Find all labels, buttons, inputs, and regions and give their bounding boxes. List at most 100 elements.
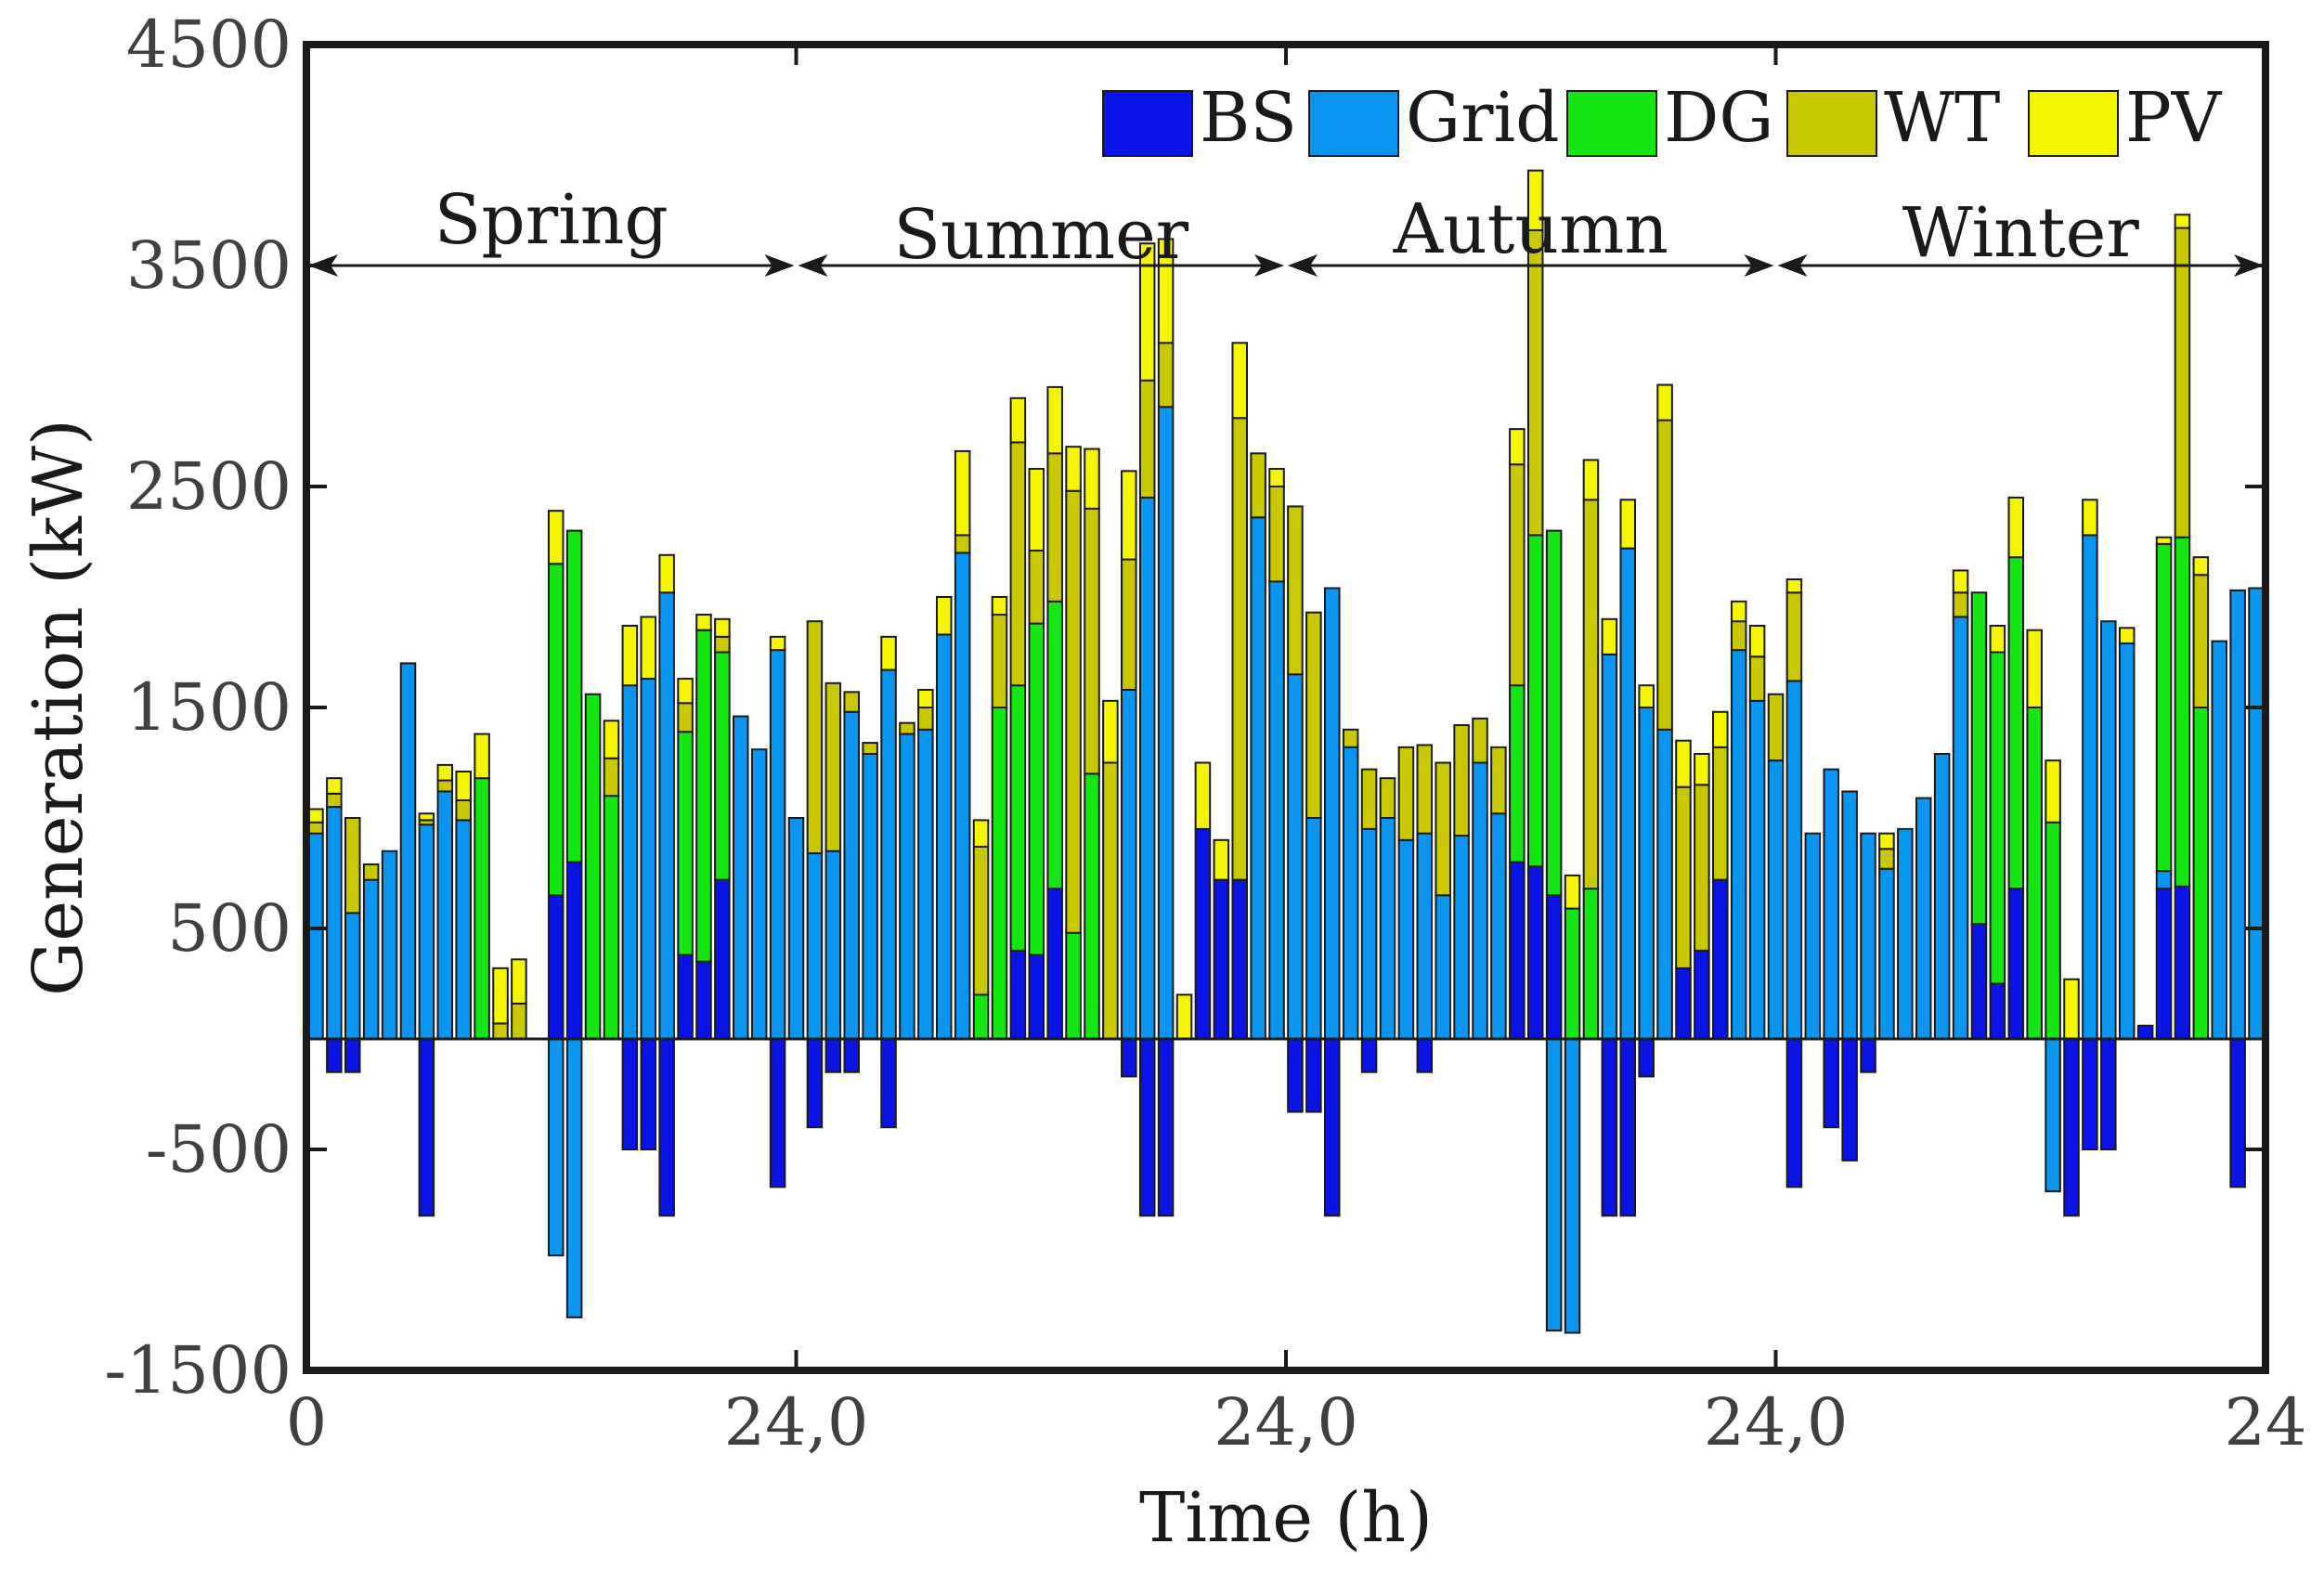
bar-wt-58 — [1379, 777, 1396, 819]
bar-bs-2 — [344, 1038, 361, 1073]
bar-bs-20 — [677, 954, 694, 1041]
bar-wt-65 — [1509, 463, 1526, 687]
bar-bs-74 — [1675, 967, 1692, 1040]
bar-bs-13 — [547, 894, 565, 1040]
bar-grid-61 — [1435, 894, 1451, 1040]
plot-frame — [303, 41, 2269, 1374]
bar-grid-2 — [344, 912, 361, 1041]
bar-grid-52 — [1268, 580, 1285, 1041]
bar-wt-101 — [2174, 227, 2191, 538]
bar-grid-85 — [1878, 867, 1895, 1040]
bar-dg-94 — [2045, 821, 2061, 1041]
bar-grid-82 — [1823, 768, 1839, 1040]
bar-bs-53 — [1287, 1038, 1304, 1113]
bar-bs-50 — [1231, 878, 1248, 1041]
bar-grid-87 — [1915, 797, 1932, 1041]
bar-grid-54 — [1305, 817, 1322, 1040]
bar-grid-79 — [1767, 759, 1785, 1040]
bar-grid-19 — [658, 591, 675, 1040]
bar-grid-105 — [2248, 587, 2265, 1040]
y-axis-ticks: 4500 3500 2500 1500 500 -500 -1500 — [104, 6, 2266, 1408]
legend-label-pv: PV — [2125, 78, 2223, 158]
bar-wt-36 — [972, 845, 990, 996]
bar-wt-85 — [1878, 848, 1895, 870]
bar-wt-38 — [1009, 441, 1027, 687]
bar-pv-96 — [2082, 499, 2098, 537]
bar-dg-38 — [1009, 684, 1027, 952]
bar-grid-17 — [621, 684, 639, 1040]
y-tick-label: 3500 — [126, 227, 292, 304]
y-tick-label: 4500 — [126, 6, 292, 83]
bar-pv-40 — [1046, 385, 1063, 455]
bar-grid-8 — [455, 819, 472, 1040]
bar-bs-1 — [326, 1038, 343, 1073]
bar-pv-43 — [1102, 699, 1119, 764]
bar-grid-0 — [307, 832, 324, 1040]
bar-bs-54 — [1305, 1038, 1322, 1113]
bar-pv-98 — [2118, 627, 2136, 644]
bar-pv-31 — [880, 635, 897, 671]
bar-wt-16 — [603, 757, 620, 798]
bar-wt-44 — [1121, 558, 1137, 691]
bar-wt-75 — [1694, 784, 1710, 952]
bars-group — [307, 169, 2265, 1334]
bar-grid-26 — [787, 817, 805, 1040]
x-tick-label: 24,0 — [1704, 1384, 1849, 1460]
bar-wt-20 — [677, 702, 694, 733]
arrowhead-left — [308, 254, 338, 277]
bar-pv-48 — [1194, 761, 1212, 830]
bar-grid-88 — [1933, 752, 1951, 1040]
bar-grid-13 — [547, 1038, 565, 1257]
bar-wt-79 — [1767, 693, 1785, 762]
bar-pv-39 — [1028, 467, 1045, 552]
bar-grid-60 — [1416, 832, 1434, 1040]
arrowhead-left — [798, 254, 828, 277]
bar-dg-37 — [991, 707, 1008, 1040]
bar-pv-38 — [1009, 396, 1027, 444]
bar-pv-102 — [2192, 556, 2210, 577]
bar-wt-73 — [1656, 419, 1673, 731]
bar-dg-22 — [714, 651, 731, 881]
bar-pv-33 — [917, 688, 934, 709]
legend-swatch-pv — [2028, 90, 2119, 157]
bar-pv-44 — [1121, 470, 1137, 561]
bar-pv-18 — [640, 616, 657, 681]
bar-wt-1 — [326, 792, 343, 809]
season-label-winter: Winter — [1902, 193, 2140, 273]
legend-swatch-wt — [1786, 90, 1877, 157]
bar-grid-34 — [935, 633, 953, 1041]
legend: BS Grid DG WT PV — [1102, 78, 2223, 158]
bar-pv-25 — [769, 635, 786, 652]
bar-wt-3 — [362, 863, 380, 881]
bar-dg-68 — [1564, 907, 1581, 1041]
bar-pv-92 — [2007, 496, 2025, 559]
bar-bs-60 — [1416, 1038, 1434, 1073]
x-tick-label: 24 — [2224, 1384, 2306, 1460]
bar-grid-46 — [1157, 406, 1175, 1040]
bar-bs-28 — [824, 1038, 842, 1073]
bar-wt-27 — [806, 620, 824, 855]
bar-wt-45 — [1138, 379, 1156, 499]
bar-bs-29 — [843, 1038, 860, 1073]
bar-grid-72 — [1638, 707, 1655, 1040]
bar-grid-51 — [1250, 516, 1266, 1040]
bar-grid-97 — [2100, 620, 2117, 1040]
bar-grid-35 — [954, 551, 971, 1040]
legend-label-grid: Grid — [1406, 78, 1560, 158]
bar-pv-65 — [1509, 428, 1526, 466]
bar-grid-70 — [1601, 653, 1618, 1040]
legend-label-dg: DG — [1664, 78, 1773, 158]
bar-dg-21 — [695, 629, 712, 963]
bar-wt-89 — [1952, 591, 1969, 618]
bar-bs-84 — [1860, 1038, 1876, 1073]
bar-bs-46 — [1157, 1038, 1175, 1217]
bar-dg-13 — [547, 563, 565, 897]
bar-wt-54 — [1305, 611, 1322, 819]
bar-wt-28 — [824, 681, 842, 852]
bar-dg-65 — [1509, 684, 1526, 863]
bar-pv-68 — [1564, 874, 1581, 910]
bar-bs-22 — [714, 878, 731, 1041]
bar-grid-1 — [326, 806, 343, 1040]
bar-dg-91 — [1989, 651, 2006, 985]
bar-pv-19 — [658, 553, 675, 594]
